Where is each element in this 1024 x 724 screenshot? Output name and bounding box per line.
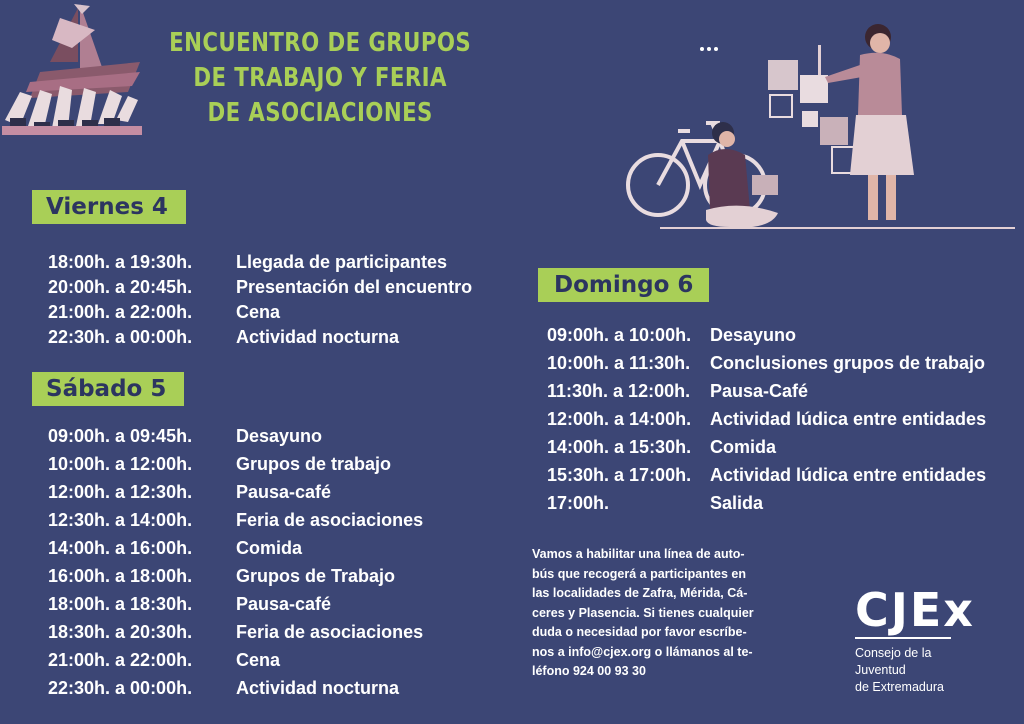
schedule-time: 11:30h. a 12:00h.	[547, 381, 691, 401]
note-line: duda o necesidad por favor escríbe-	[532, 625, 747, 639]
saturday-schedule: 09:00h. a 09:45h. Desayuno 10:00h. a 12:0…	[48, 423, 518, 703]
schedule-time: 09:00h. a 09:45h.	[48, 426, 193, 446]
schedule-activity: Actividad lúdica entre entidades	[710, 409, 987, 429]
schedule-time: 12:30h. a 14:00h.	[48, 510, 193, 530]
schedule-time: 21:00h. a 22:00h.	[48, 650, 193, 670]
schedule-activity: Actividad nocturna	[236, 678, 400, 698]
schedule-activity: Comida	[710, 437, 777, 457]
schedule-time: 18:00h. a 18:30h.	[48, 594, 193, 614]
note-line: las localidades de Zafra, Mérida, Cá-	[532, 586, 748, 600]
schedule-activity: Pausa-café	[236, 594, 332, 614]
title-line: DE ASOCIACIONES	[207, 98, 433, 128]
sunday-schedule: 09:00h. a 10:00h. Desayuno 10:00h. a 11:3…	[547, 322, 1022, 522]
day-badge-saturday: Sábado 5	[32, 372, 185, 406]
logo-subtitle: Consejo de la Juventud	[855, 646, 932, 677]
schedule-activity: Feria de asociaciones	[236, 510, 424, 530]
schedule-activity: Pausa-Café	[710, 381, 809, 401]
title-line: DE TRABAJO Y FERIA	[193, 63, 447, 93]
schedule-time: 09:00h. a 10:00h.	[547, 325, 692, 345]
note-line: bús que recogerá a participantes en	[532, 566, 746, 581]
schedule-activity: Actividad lúdica entre entidades	[710, 465, 987, 485]
schedule-time: 18:30h. a 20:30h.	[48, 622, 193, 642]
schedule-time: 16:00h. a 18:00h.	[48, 566, 193, 586]
logo-divider	[855, 637, 951, 639]
boat-hands-illustration	[2, 4, 142, 135]
friday-schedule: 18:00h. a 19:30h. Llegada de participante…	[48, 249, 518, 354]
schedule-activity: Comida	[236, 538, 303, 558]
schedule-time: 22:30h. a 00:00h.	[48, 327, 193, 347]
day-badge-friday: Viernes 4	[32, 190, 186, 224]
schedule-time: 10:00h. a 11:30h.	[547, 353, 691, 373]
page-title: ENCUENTRO DE GRUPOS DE TRABAJO Y FERIA D…	[150, 26, 471, 131]
ellipsis-icon	[700, 47, 718, 51]
schedule-time: 12:00h. a 14:00h.	[547, 409, 692, 429]
schedule-activity: Feria de asociaciones	[236, 622, 424, 642]
schedule-activity: Pausa-café	[236, 482, 332, 502]
schedule-activity: Desayuno	[710, 325, 797, 345]
schedule-time: 17:00h.	[547, 493, 610, 513]
schedule-activity: Conclusiones grupos de trabajo	[710, 353, 986, 373]
note-line: Vamos a habilitar una línea de auto-	[532, 547, 745, 561]
logo-mark: CJEx	[855, 583, 975, 637]
schedule-activity: Cena	[236, 302, 281, 322]
schedule-activity: Llegada de participantes	[236, 252, 448, 272]
schedule-activity: Salida	[710, 493, 764, 513]
schedule-time: 21:00h. a 22:00h.	[48, 302, 193, 322]
note-line: ceres y Plasencia. Si tienes cualquier	[532, 605, 754, 620]
schedule-time: 20:00h. a 20:45h.	[48, 277, 193, 297]
cjex-logo: CJEx Consejo de la Juventud de Extremadu…	[855, 585, 985, 696]
transport-note: Vamos a habilitar una línea de auto- bús…	[532, 545, 787, 682]
schedule-time: 15:30h. a 17:00h.	[547, 465, 692, 485]
day-badge-sunday: Domingo 6	[538, 268, 710, 302]
schedule-activity: Desayuno	[236, 426, 323, 446]
schedule-activity: Cena	[236, 650, 281, 670]
note-line: léfono 924 00 93 30	[532, 664, 646, 678]
schedule-activity: Presentación del encuentro	[236, 277, 473, 297]
schedule-activity: Grupos de trabajo	[236, 454, 392, 474]
schedule-time: 14:00h. a 15:30h.	[547, 437, 692, 457]
schedule-time: 18:00h. a 19:30h.	[48, 252, 193, 272]
logo-subtitle: de Extremadura	[855, 680, 944, 694]
schedule-activity: Actividad nocturna	[236, 327, 400, 347]
schedule-time: 10:00h. a 12:00h.	[48, 454, 193, 474]
note-line: nos a info@cjex.org o llámanos al te-	[532, 644, 753, 659]
schedule-activity: Grupos de Trabajo	[236, 566, 396, 586]
schedule-time: 12:00h. a 12:30h.	[48, 482, 193, 502]
schedule-time: 22:30h. a 00:00h.	[48, 678, 193, 698]
title-line: ENCUENTRO DE GRUPOS	[169, 28, 472, 58]
bicycle-people-illustration	[626, 24, 1015, 229]
schedule-time: 14:00h. a 16:00h.	[48, 538, 193, 558]
